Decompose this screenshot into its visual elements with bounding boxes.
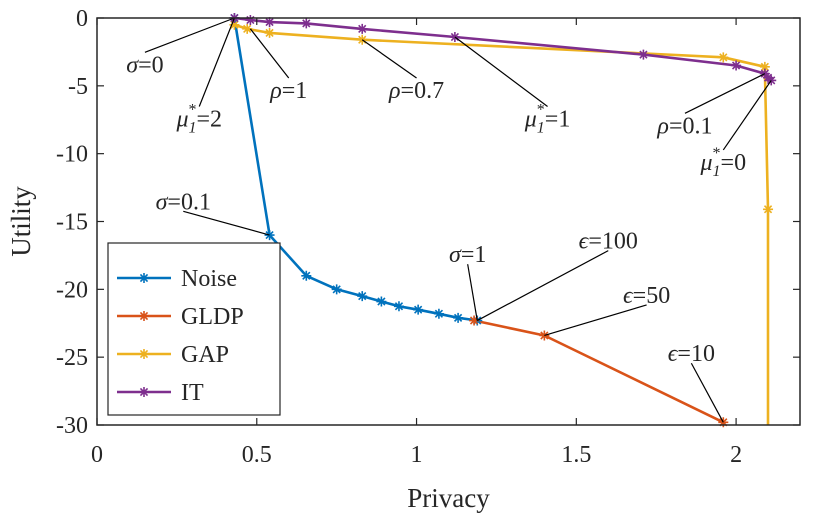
data-point-noise-10 [453,312,464,323]
data-point-noise-6 [376,296,387,307]
series-line-gldp [473,319,724,424]
annotation-label: μ1*=0 [700,145,747,180]
annotation-label: ϵ=100 [579,229,638,255]
data-point-noise-8 [413,304,424,315]
annotation-pointer [690,362,724,423]
annotation-pointer [144,17,235,53]
y-tick-label: -5 [68,74,88,100]
y-tick-label: 0 [76,6,88,32]
annotation-label: ρ=0.7 [388,78,444,104]
legend-box [107,242,281,416]
annotation-pointer [183,210,270,236]
x-tick-label: 1 [411,442,423,468]
annotation-pointer [249,28,290,79]
annotation-pointer [361,39,417,79]
data-point-gap-6 [759,61,770,72]
data-point-noise-4 [331,284,342,295]
x-tick-label: 1.5 [561,442,591,468]
x-tick-label: 0.5 [242,442,272,468]
data-point-gldp-3 [718,417,729,428]
legend-marker-it [139,387,149,397]
y-tick-label: -30 [56,413,88,439]
legend-label-it: IT [181,380,204,406]
data-point-noise-7 [393,301,404,312]
data-point-it-9 [759,68,770,79]
data-point-noise-2 [264,230,275,241]
data-point-gap-2 [242,23,253,34]
y-tick-label: -20 [56,277,88,303]
legend-label-gap: GAP [181,342,229,368]
y-axis-title: Utility [6,186,36,257]
data-point-noise-5 [357,291,368,302]
data-point-noise-9 [433,308,444,319]
data-point-it-3 [264,17,275,28]
annotation-pointer [198,17,235,107]
data-point-it-2 [245,15,256,26]
annotations: σ=0 μ1*=2 ρ=1 ρ=0.7 μ1*=1 ρ=0.1 μ1*=0 σ=0.1 σ=1 ϵ… [126,17,772,423]
data-point-gap-7 [763,204,774,215]
annotation-label: μ1*=1 [524,102,571,137]
legend-marker-gldp [139,311,149,321]
x-tick-label: 0 [91,442,103,468]
annotation-pointer [722,80,772,151]
legend-label-noise: Noise [181,266,237,292]
y-tick-label: -10 [56,142,88,168]
annotation-pointer [467,264,478,321]
annotation-pointer [684,73,766,114]
annotation-label: σ=0.1 [156,189,211,215]
data-point-gap-5 [718,52,729,63]
axes: 0 0.5 1 1.5 2 0 -5 -10 -15 -20 -25 -30 Privacy Utilit… [6,6,801,513]
legend-marker-gap [139,349,149,359]
x-axis-title: Privacy [407,483,490,513]
x-tick-label: 2 [730,442,742,468]
y-tick-label: -15 [56,210,88,236]
data-point-noise-3 [301,270,312,281]
annotation-label: ϵ=50 [623,283,670,309]
series-line-it [234,16,773,82]
data-point-it-7 [638,49,649,60]
data-point-gap-3 [264,27,275,38]
legend-label-gldp: GLDP [181,304,244,330]
annotation-label: σ=1 [449,242,486,268]
y-tick-label: -25 [56,345,88,371]
annotation-label: σ=0 [126,52,163,78]
data-point-it-8 [731,60,742,71]
data-point-gap-1 [229,19,240,30]
annotation-label: ρ=0.1 [656,113,712,139]
data-point-it-4 [301,18,312,29]
data-point-it-11 [766,75,777,86]
legend-marker-noise [139,273,149,283]
annotation-label: ρ=1 [269,78,307,104]
data-point-it-5 [357,23,368,34]
annotation-label: μ1*=2 [175,102,222,137]
annotation-label: ϵ=10 [668,341,715,367]
annotation-pointer [544,304,647,337]
data-point-gldp-1 [469,315,480,326]
annotation-pointer [476,250,609,322]
annotation-pointer [454,36,548,108]
legend: Noise GLDP GAP IT [107,242,281,416]
